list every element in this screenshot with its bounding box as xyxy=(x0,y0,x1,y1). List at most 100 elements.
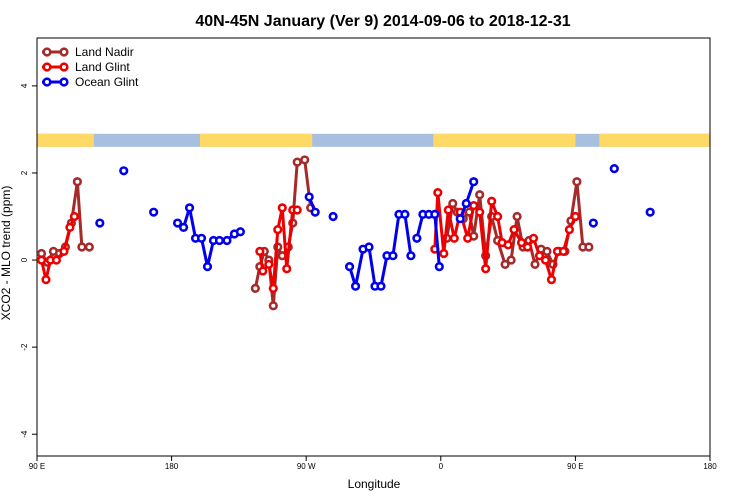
plot-frame xyxy=(36,37,711,457)
data-point xyxy=(558,246,569,256)
legend-marker xyxy=(59,77,69,87)
data-point xyxy=(406,251,416,261)
data-point xyxy=(51,255,62,265)
data-point xyxy=(434,261,444,272)
data-point xyxy=(572,177,582,187)
data-point xyxy=(475,207,485,217)
data-point xyxy=(364,242,374,252)
data-point xyxy=(455,214,465,224)
data-point xyxy=(304,192,314,202)
legend-label: Ocean Glint xyxy=(75,75,139,89)
data-point xyxy=(84,242,94,252)
legend-item: Land Glint xyxy=(42,60,130,74)
data-point xyxy=(516,238,527,248)
data-point xyxy=(461,198,471,209)
data-point xyxy=(65,222,75,233)
data-point xyxy=(430,209,440,219)
x-tick-label: 180 xyxy=(165,462,179,471)
data-point xyxy=(268,301,278,311)
data-point xyxy=(475,190,485,200)
series-land-nadir xyxy=(36,155,594,311)
data-point xyxy=(178,222,189,233)
land-ocean-strip xyxy=(37,133,710,147)
legend-label: Land Glint xyxy=(75,60,130,74)
data-point xyxy=(344,261,355,272)
chart-title: 40N-45N January (Ver 9) 2014-09-06 to 20… xyxy=(195,13,570,30)
x-tick-label: 90 W xyxy=(297,462,316,471)
x-tick-label: 0 xyxy=(439,462,444,471)
data-point xyxy=(72,177,82,187)
legend-marker xyxy=(59,47,69,57)
data-point xyxy=(250,283,260,293)
data-point xyxy=(277,203,287,213)
land-strip-band xyxy=(37,133,94,147)
land-strip-band xyxy=(433,133,576,147)
data-point xyxy=(149,207,159,217)
data-point xyxy=(292,157,302,167)
data-point xyxy=(36,255,47,265)
data-point xyxy=(509,224,519,235)
legend-label: Land Nadir xyxy=(75,45,134,59)
data-point xyxy=(214,235,225,246)
data-point xyxy=(584,242,594,252)
series-land-glint xyxy=(36,187,581,293)
series-group xyxy=(36,155,655,311)
data-point xyxy=(328,211,338,222)
data-point xyxy=(439,248,449,259)
data-point xyxy=(530,259,540,270)
data-point xyxy=(258,266,268,276)
data-point xyxy=(503,240,513,250)
x-tick-label: 90 E xyxy=(567,462,583,471)
data-point xyxy=(449,233,459,243)
data-point xyxy=(481,264,491,274)
data-point xyxy=(443,205,453,215)
legend-marker xyxy=(42,77,52,87)
land-strip-band xyxy=(599,133,710,147)
data-point xyxy=(59,246,69,256)
legend-item: Ocean Glint xyxy=(42,75,139,89)
data-point xyxy=(268,283,278,293)
data-point xyxy=(376,281,386,291)
data-point xyxy=(469,201,479,211)
data-point xyxy=(493,211,503,222)
legend-item: Land Nadir xyxy=(42,45,134,59)
data-point xyxy=(400,209,410,219)
y-tick-label: 0 xyxy=(20,257,29,262)
data-point xyxy=(570,211,581,222)
data-point xyxy=(487,196,497,206)
data-point xyxy=(528,233,539,243)
data-point xyxy=(522,242,533,252)
x-axis-label: Longitude xyxy=(348,477,401,491)
y-tick-label: 2 xyxy=(20,170,29,175)
data-point xyxy=(172,218,183,228)
series-line xyxy=(176,206,241,269)
data-point xyxy=(433,187,443,198)
data-point xyxy=(412,233,422,243)
y-tick-label: 4 xyxy=(20,83,29,88)
y-axis-ticks: -4 -2 0 2 4 xyxy=(20,83,37,438)
data-point xyxy=(500,259,510,270)
legend-marker xyxy=(42,62,52,72)
data-point xyxy=(184,203,195,213)
data-point xyxy=(310,207,320,217)
y-tick-label: -4 xyxy=(20,430,29,438)
data-point xyxy=(609,164,619,174)
data-point xyxy=(540,255,551,265)
data-point xyxy=(542,246,552,256)
data-point xyxy=(388,251,398,261)
chart-title-text: 40N-45N January (Ver 9) 2014-09-06 to 20… xyxy=(195,13,570,30)
data-point xyxy=(564,224,575,235)
data-point xyxy=(534,251,545,261)
data-point xyxy=(463,233,473,243)
data-point xyxy=(202,261,213,272)
data-point xyxy=(512,211,522,222)
legend-marker xyxy=(59,62,69,72)
data-point xyxy=(546,275,557,285)
data-point xyxy=(41,275,51,285)
data-point xyxy=(69,211,79,222)
data-point xyxy=(77,242,87,252)
data-point xyxy=(292,205,302,215)
data-point xyxy=(264,259,274,270)
